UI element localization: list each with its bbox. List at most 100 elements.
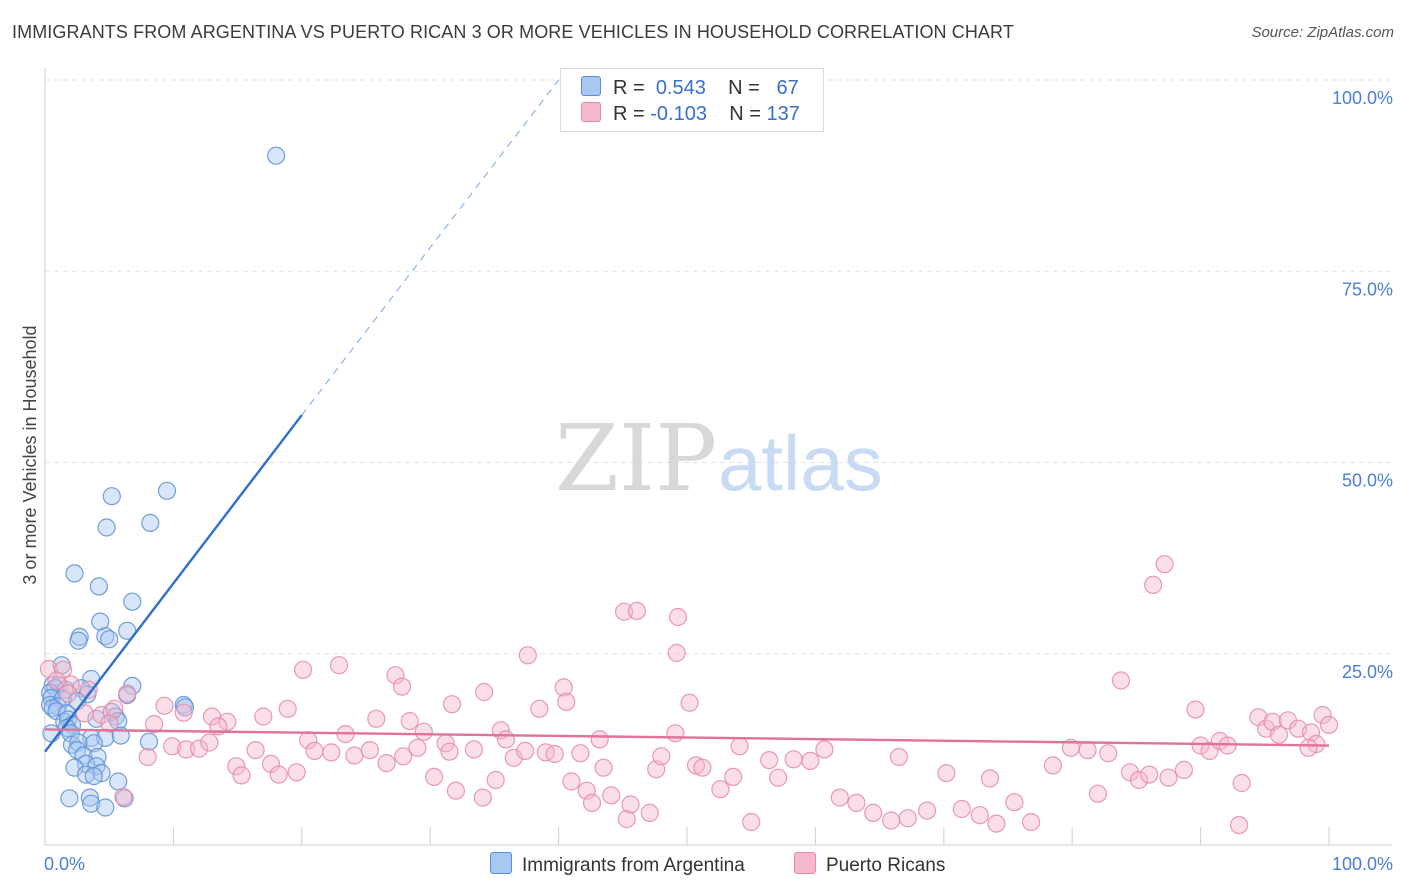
trend-extension-argentina	[301, 79, 560, 416]
data-point	[305, 741, 324, 761]
data-point	[386, 666, 405, 685]
legend-label: Puerto Ricans	[826, 855, 946, 876]
data-point	[446, 781, 465, 800]
n-value: 67	[776, 77, 799, 99]
axes	[44, 68, 1392, 846]
data-point	[640, 803, 659, 823]
data-point	[97, 518, 116, 537]
data-point	[155, 696, 174, 715]
data-point	[232, 766, 251, 785]
data-point	[1078, 740, 1097, 760]
r-value: -0.103	[650, 103, 707, 125]
data-point	[668, 607, 688, 627]
data-point	[84, 766, 103, 786]
data-point	[109, 772, 128, 791]
data-point	[118, 621, 137, 640]
data-point	[769, 768, 788, 787]
data-point	[1159, 768, 1178, 787]
data-point	[621, 795, 640, 814]
data-point	[582, 793, 602, 813]
data-point	[392, 677, 412, 696]
data-point	[82, 794, 101, 813]
data-point	[680, 693, 699, 712]
x-tick-label: 100.0%	[1332, 854, 1393, 874]
legend-swatch-puerto-rican	[794, 852, 816, 874]
y-tick-label: 25.0%	[1342, 662, 1393, 682]
data-point	[882, 811, 901, 830]
data-point	[118, 684, 137, 703]
source-label: Source: ZipAtlas.com	[1251, 24, 1394, 41]
data-point	[79, 680, 98, 699]
grid-lines	[45, 79, 1392, 655]
data-point	[1229, 815, 1249, 835]
tick-labels: 25.0% 50.0% 75.0% 100.0% 0.0% 100.0%	[44, 88, 1393, 874]
data-point	[1143, 575, 1163, 595]
data-point	[329, 656, 349, 675]
data-point	[486, 770, 505, 790]
y-tick-label: 50.0%	[1342, 471, 1393, 491]
data-point	[1005, 793, 1024, 812]
data-point	[1140, 765, 1159, 784]
data-point	[970, 806, 989, 825]
data-point	[145, 714, 164, 734]
data-point	[504, 748, 523, 767]
data-point	[711, 780, 730, 799]
correlation-legend: R = 0.543 N = 67 R = -0.103 N = 137	[560, 68, 824, 132]
data-point	[594, 758, 613, 777]
data-point	[200, 733, 219, 752]
data-point	[571, 744, 590, 763]
data-point	[516, 741, 535, 761]
data-point	[1269, 725, 1289, 744]
data-point	[1191, 736, 1210, 755]
data-point	[157, 481, 177, 500]
data-point	[562, 772, 581, 791]
data-point	[530, 699, 549, 718]
data-point	[847, 793, 866, 813]
n-label: N =	[728, 77, 760, 99]
data-point	[141, 513, 160, 533]
data-point	[693, 758, 712, 777]
data-point	[1313, 705, 1332, 725]
data-point	[400, 711, 419, 731]
data-point	[177, 740, 196, 759]
data-point	[163, 737, 182, 756]
data-point	[784, 750, 803, 769]
data-point	[269, 765, 288, 784]
data-point	[724, 767, 743, 787]
data-point	[730, 737, 749, 756]
data-point	[123, 592, 142, 611]
data-point	[952, 799, 971, 819]
chart-title: IMMIGRANTS FROM ARGENTINA VS PUERTO RICA…	[12, 22, 1014, 42]
data-point	[227, 757, 246, 776]
data-point	[937, 763, 956, 783]
legend-label: Immigrants from Argentina	[522, 855, 745, 876]
data-point	[84, 734, 103, 753]
data-point	[1301, 723, 1321, 742]
y-tick-label: 100.0%	[1332, 88, 1393, 108]
legend-item-argentina[interactable]: Immigrants from Argentina	[490, 852, 745, 877]
data-point	[898, 809, 917, 828]
watermark: ZIP atlas	[555, 405, 883, 512]
trend-line-argentina	[44, 414, 303, 753]
data-point	[1111, 671, 1131, 690]
data-point	[557, 692, 576, 712]
data-point	[473, 788, 492, 807]
trend-line-puerto-rican	[44, 728, 1330, 747]
data-point	[294, 660, 313, 679]
data-point	[218, 712, 237, 731]
data-point	[174, 703, 193, 722]
data-point	[545, 744, 564, 764]
data-point	[614, 602, 634, 621]
data-point	[652, 747, 671, 766]
legend-item-puerto-rican[interactable]: Puerto Ricans	[794, 852, 945, 877]
data-point	[76, 765, 96, 784]
data-point	[47, 671, 66, 690]
data-point	[138, 747, 157, 767]
data-point	[69, 631, 88, 650]
trend-lines	[44, 79, 1330, 753]
data-point	[139, 732, 159, 751]
data-point	[518, 646, 537, 665]
data-point	[102, 487, 121, 506]
legend-row-argentina: R = 0.543 N = 67	[581, 76, 799, 102]
data-point	[53, 660, 73, 679]
